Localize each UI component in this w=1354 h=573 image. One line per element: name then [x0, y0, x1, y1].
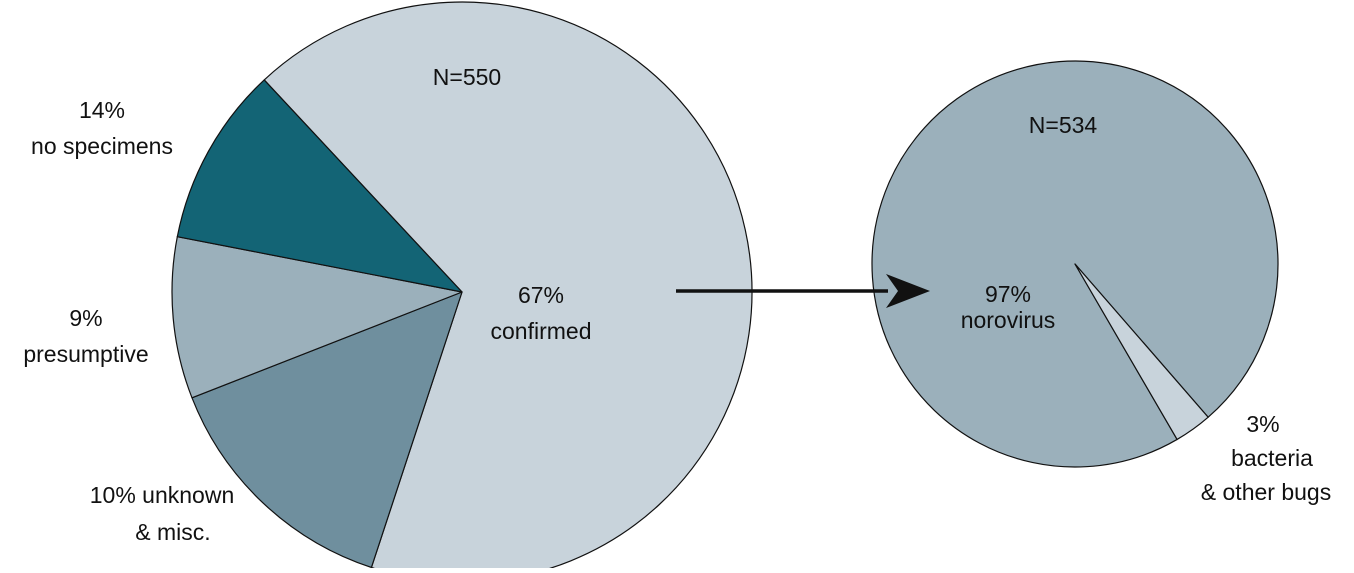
pie-outbreaks [171, 1, 753, 573]
pie2-slice-norovirus-label: norovirus [961, 307, 1056, 333]
pie1-slice-presumptive-pct: 9% [69, 305, 102, 331]
pie-confirmed-breakdown [871, 60, 1279, 468]
pie-slice-unknown-misc [176, 79, 463, 293]
pie-slice-bacteria [1074, 263, 1209, 441]
pie2-slice-bacteria-label-2: & other bugs [1201, 479, 1331, 505]
pie2-total-label: N=534 [1029, 112, 1098, 138]
pie1-slice-no-specimens-pct: 14% [79, 97, 125, 123]
pie1-slice-confirmed-pct: 67% [518, 282, 564, 308]
pie1-slice-presumptive-label: presumptive [23, 341, 148, 367]
pie2-slice-bacteria-label: bacteria [1231, 445, 1313, 471]
pie1-slice-no-specimens-label: no specimens [31, 133, 173, 159]
pie-slice-presumptive [171, 236, 463, 399]
pie1-slice-unknown-pct: 10% unknown [90, 482, 235, 508]
pie1-slice-unknown-label: & misc. [135, 519, 210, 545]
pie2-slice-norovirus-pct: 97% [985, 281, 1031, 307]
connector-arrow [676, 274, 930, 308]
pie-slice-confirmed [263, 1, 753, 573]
pie2-slice-bacteria-pct: 3% [1246, 411, 1279, 437]
pie1-slice-confirmed-label: confirmed [491, 318, 592, 344]
pie-slice-no-specimens [191, 291, 463, 569]
pie1-total-label: N=550 [433, 64, 501, 90]
